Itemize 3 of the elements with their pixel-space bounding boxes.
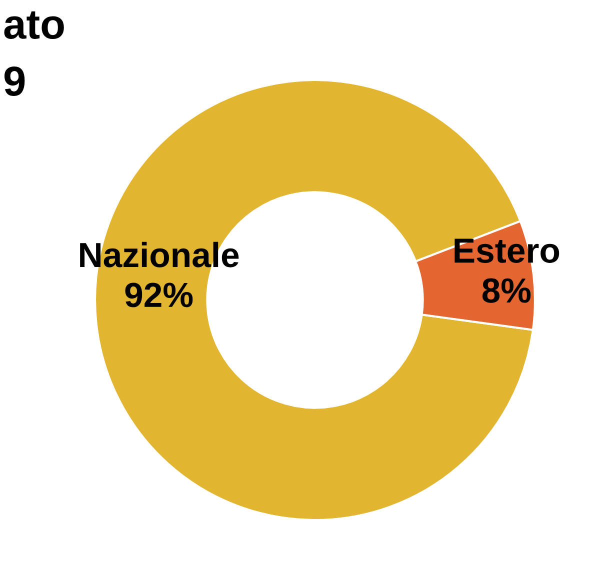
data-label: 92% (125, 282, 193, 308)
data-label: 8% (482, 278, 531, 303)
chart-title: ato 9 (4, 11, 64, 96)
